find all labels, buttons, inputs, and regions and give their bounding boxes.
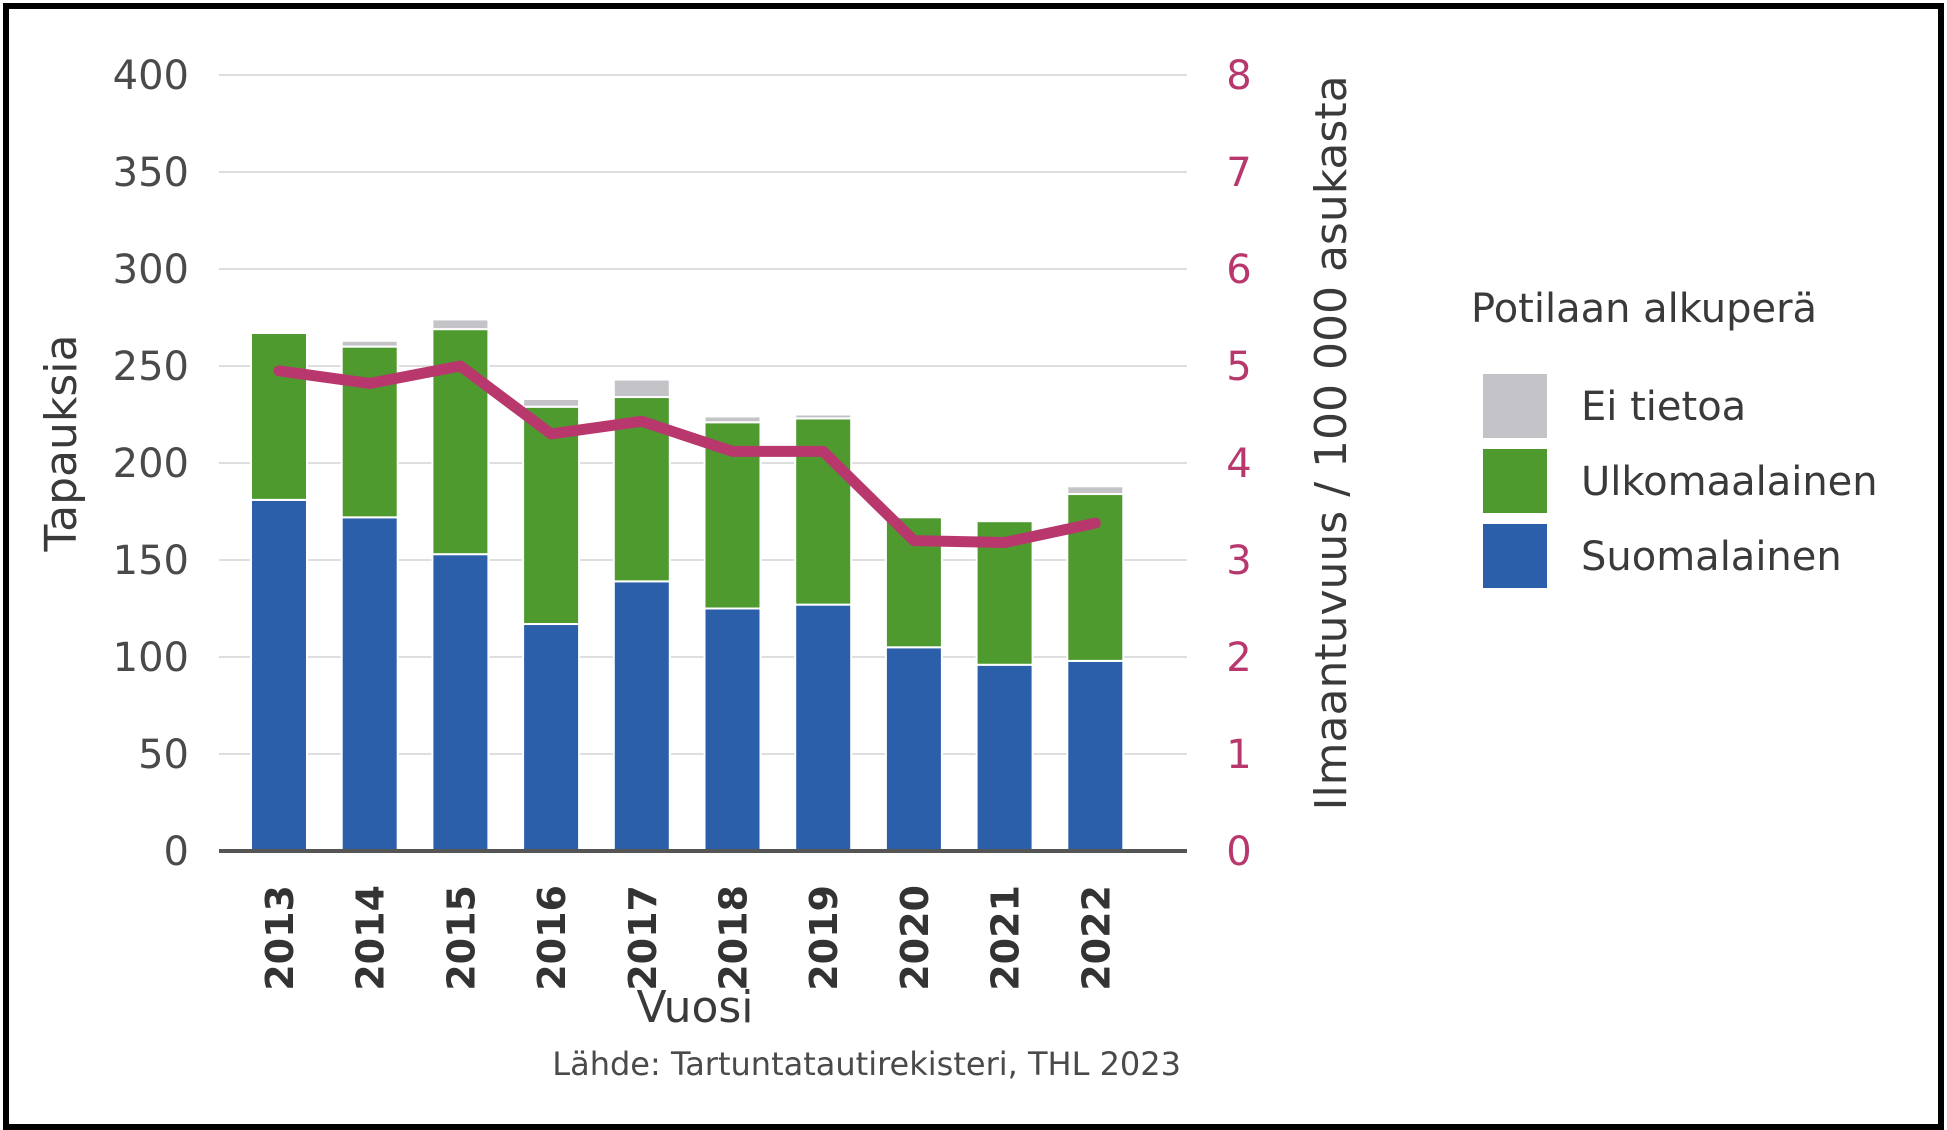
y2-tick-label: 1 [1226,732,1251,778]
incidence-point [910,537,917,544]
bar-ei-tietoa [522,397,581,408]
left-y-ticks: 0 50 100 150 200 250 300 350 400 [113,53,189,875]
bar-ei-tietoa [703,415,762,424]
bar-ei-tietoa [794,413,853,420]
bar-stack-2014 [340,339,399,852]
bar-suomalainen [884,646,943,852]
legend-label: Ulkomaalainen [1581,459,1878,505]
legend-label: Ei tietoa [1581,384,1746,430]
legend-swatch [1483,524,1547,588]
y-tick-label: 350 [113,150,189,196]
y-tick-label: 100 [113,635,189,681]
incidence-point [366,380,373,387]
x-axis-title: Vuosi [636,982,753,1033]
y-tick-label: 250 [113,344,189,390]
bar-stack-2021 [975,520,1034,853]
y-tick-label: 400 [113,53,189,99]
x-tick-label: 2020 [893,885,937,991]
bar-stack-2020 [884,516,943,852]
y2-tick-label: 3 [1226,538,1251,584]
incidence-point [729,448,736,455]
x-tick-label: 2017 [621,885,665,991]
legend-label: Suomalainen [1581,534,1842,580]
y2-tick-label: 0 [1226,829,1251,875]
bar-suomalainen [522,623,581,853]
incidence-polyline [273,360,1101,549]
incidence-point [1001,539,1008,546]
source-note: Lähde: Tartuntatautirekisteri, THL 2023 [552,1045,1181,1083]
y2-tick-label: 8 [1226,53,1251,99]
x-tick-label: 2018 [712,885,756,991]
bar-ulkomaalainen [522,405,581,626]
x-tick-label: 2016 [530,885,574,991]
y2-tick-label: 5 [1226,344,1251,390]
bar-suomalainen [612,580,671,853]
right-y-ticks: 0 1 2 3 4 5 6 7 8 [1226,53,1251,875]
bar-suomalainen [975,663,1034,853]
bar-ei-tietoa [1066,485,1125,496]
bar-stack-2022 [1066,485,1125,852]
y-tick-label: 200 [113,441,189,487]
incidence-point [820,448,827,455]
y-axis-title: Tapauksia [36,335,87,553]
legend: Potilaan alkuperä Ei tietoa Ulkomaalainen… [1471,286,1878,588]
x-tick-label: 2022 [1074,885,1118,991]
bar-suomalainen [340,516,399,852]
y2-tick-label: 2 [1226,635,1251,681]
y-tick-label: 150 [113,538,189,584]
incidence-point [276,367,282,374]
y2-tick-label: 6 [1226,247,1251,293]
legend-swatch [1483,374,1547,438]
y-tick-label: 0 [164,829,189,875]
x-tick-label: 2014 [349,885,393,991]
y-tick-label: 50 [138,732,189,778]
legend-title: Potilaan alkuperä [1471,286,1817,332]
x-tick-label: 2015 [439,885,483,991]
x-tick-label: 2013 [258,885,302,991]
bars [219,318,1187,853]
bar-suomalainen [431,553,490,852]
bar-stack-2013 [250,332,308,852]
y-tick-label: 300 [113,247,189,293]
bar-ulkomaalainen [340,345,399,519]
bar-ulkomaalainen [250,332,308,501]
bar-ei-tietoa [340,339,399,348]
x-tick-label: 2019 [802,885,846,991]
bar-stack-2015 [431,318,490,852]
y2-tick-label: 7 [1226,150,1251,196]
incidence-point [548,430,555,437]
incidence-point [1092,520,1099,527]
x-ticks: 2013 2014 2015 2016 2017 2018 2019 2020 2021 2022 [258,885,1118,991]
x-tick-label: 2021 [984,885,1028,991]
incidence-line [273,360,1101,549]
bar-stack-2017 [612,378,671,853]
bar-stack-2018 [703,415,762,852]
bar-suomalainen [703,607,762,852]
y2-axis-title: Ilmaantuvuus / 100 000 asukasta [1306,75,1357,810]
bar-ei-tietoa [612,378,671,399]
bar-stack-2016 [522,397,581,853]
legend-swatch [1483,449,1547,513]
bar-ei-tietoa [431,318,490,331]
bar-stack-2019 [794,413,853,852]
bar-suomalainen [1066,659,1125,852]
incidence-point [638,418,645,425]
incidence-point [457,363,464,369]
bar-suomalainen [250,498,308,852]
y2-tick-label: 4 [1226,441,1251,487]
bar-suomalainen [794,603,853,852]
